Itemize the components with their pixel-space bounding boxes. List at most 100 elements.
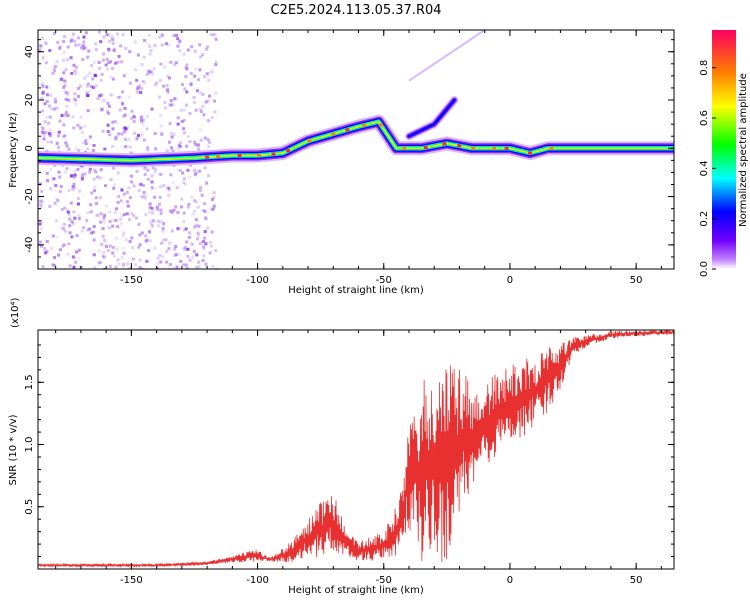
spectrogram-cell xyxy=(130,236,134,240)
spectrogram-cell xyxy=(188,175,192,179)
spectrogram-cell xyxy=(186,205,190,209)
spectrogram-cell xyxy=(190,45,194,49)
spectrogram-cell xyxy=(80,176,84,180)
spectrogram-cell xyxy=(99,168,103,172)
spectrogram-cell xyxy=(210,207,214,211)
spectrogram-cell xyxy=(167,186,171,190)
spectrogram-cell xyxy=(108,39,111,43)
spectrogram-cell xyxy=(115,247,119,251)
spectrogram-cell xyxy=(48,134,52,138)
spectrogram-cell xyxy=(178,253,182,256)
spectrogram-cell xyxy=(174,61,178,65)
spectrogram-cell xyxy=(172,254,176,258)
snr-x-tick-label: 0 xyxy=(507,575,513,586)
spectrogram-cell xyxy=(141,122,145,126)
spectrogram-cell xyxy=(134,68,138,72)
spectrogram-cell xyxy=(164,106,167,110)
spectrogram-cell xyxy=(195,223,199,227)
spectrogram-cell xyxy=(208,251,212,255)
spectrogram-cell xyxy=(202,113,206,117)
spectrogram-cell xyxy=(62,50,66,54)
spectrogram-cell xyxy=(135,170,139,173)
spectrogram-cell xyxy=(203,236,207,240)
spectrogram-cell xyxy=(192,96,196,100)
spectrogram-cell xyxy=(173,97,177,101)
spectrogram-cell xyxy=(194,200,198,204)
spectrogram-cell xyxy=(79,126,83,130)
spectrogram-cell xyxy=(160,131,164,135)
spectrogram-cell xyxy=(158,95,162,99)
spectrogram-cell xyxy=(92,177,96,181)
spectrogram-cell xyxy=(181,247,185,251)
spectrogram-cell xyxy=(92,144,96,147)
spectrogram-streak xyxy=(408,30,486,82)
colorbar-tick-label: 0.4 xyxy=(699,160,710,176)
spectrogram-cell xyxy=(143,173,147,177)
spectrogram-cell xyxy=(178,168,182,172)
spectrogram-cell xyxy=(51,234,55,238)
spectrogram-cell xyxy=(50,247,54,251)
spectrogram-cell xyxy=(83,46,87,50)
spectrogram-cell xyxy=(182,181,186,185)
spectrogram-cell xyxy=(149,219,153,223)
spectrogram-cell xyxy=(113,135,117,139)
spectrogram-cell xyxy=(38,48,42,52)
spectrogram-cell xyxy=(130,109,134,113)
spectrogram-cell xyxy=(134,263,137,267)
spectrogram-cell xyxy=(207,119,211,123)
spectrogram-cell xyxy=(86,55,90,59)
spectrogram-cell xyxy=(51,71,55,75)
spectrogram-cell xyxy=(124,47,128,50)
spectrogram-cell xyxy=(97,30,101,34)
spectrogram-cell xyxy=(55,197,59,201)
spectrogram-cell xyxy=(169,173,173,177)
spectrogram-cell xyxy=(59,226,63,230)
spectrogram-cell xyxy=(138,258,142,262)
spectrogram-cell xyxy=(123,113,127,117)
spectrogram-cell xyxy=(194,218,198,222)
spectrogram-cell xyxy=(188,140,192,144)
spectrogram-cell xyxy=(186,254,190,258)
spectrogram-cell xyxy=(82,124,86,128)
spectrogram-cell xyxy=(74,260,78,264)
spectrogram-cell xyxy=(72,265,76,269)
spectrogram-cell xyxy=(98,66,101,70)
spectrogram-cell xyxy=(111,224,115,228)
spectrogram-cell xyxy=(199,107,202,111)
spectrogram-cell xyxy=(146,146,150,150)
spectrogram-cell xyxy=(148,239,152,243)
spectrogram-cell xyxy=(64,68,68,72)
spectrogram-cell xyxy=(140,119,143,123)
spectrogram-cell xyxy=(116,201,120,204)
spectrogram-cell xyxy=(193,168,197,172)
spectrogram-cell xyxy=(115,236,119,240)
spectrogram-cell xyxy=(59,248,62,252)
spectrogram-cell xyxy=(193,225,197,229)
spectrogram-cell xyxy=(159,185,162,189)
spectrogram-cell xyxy=(115,206,119,210)
spectrogram-cell xyxy=(67,147,71,151)
spectrogram-cell xyxy=(204,216,208,220)
spectrogram-cell xyxy=(44,41,48,45)
spectrogram-cell xyxy=(156,219,160,223)
spectrogram-cell xyxy=(52,67,56,71)
spectrogram-cell xyxy=(74,98,78,102)
spectrogram-cell xyxy=(166,186,169,190)
spectrogram-cell xyxy=(199,110,203,113)
spectrogram-cell xyxy=(122,213,126,217)
spectrogram-cell xyxy=(81,176,85,180)
spectrogram-cell xyxy=(64,91,68,94)
spectrogram-cell xyxy=(73,169,77,172)
spectrogram-cell xyxy=(176,122,180,126)
spectrogram-cell xyxy=(57,170,61,174)
spectrogram-cell xyxy=(64,141,68,145)
spectrogram-cell xyxy=(48,115,52,119)
spectrogram-cell xyxy=(123,114,127,118)
spectrogram-cell xyxy=(153,43,157,47)
spectrogram-hotspot xyxy=(528,151,533,155)
spectrogram-cell xyxy=(99,176,103,180)
spectrogram-cell xyxy=(115,32,119,36)
spectrogram-cell xyxy=(76,167,80,171)
spectrogram-cell xyxy=(93,265,97,269)
spectrogram-cell xyxy=(40,244,44,248)
